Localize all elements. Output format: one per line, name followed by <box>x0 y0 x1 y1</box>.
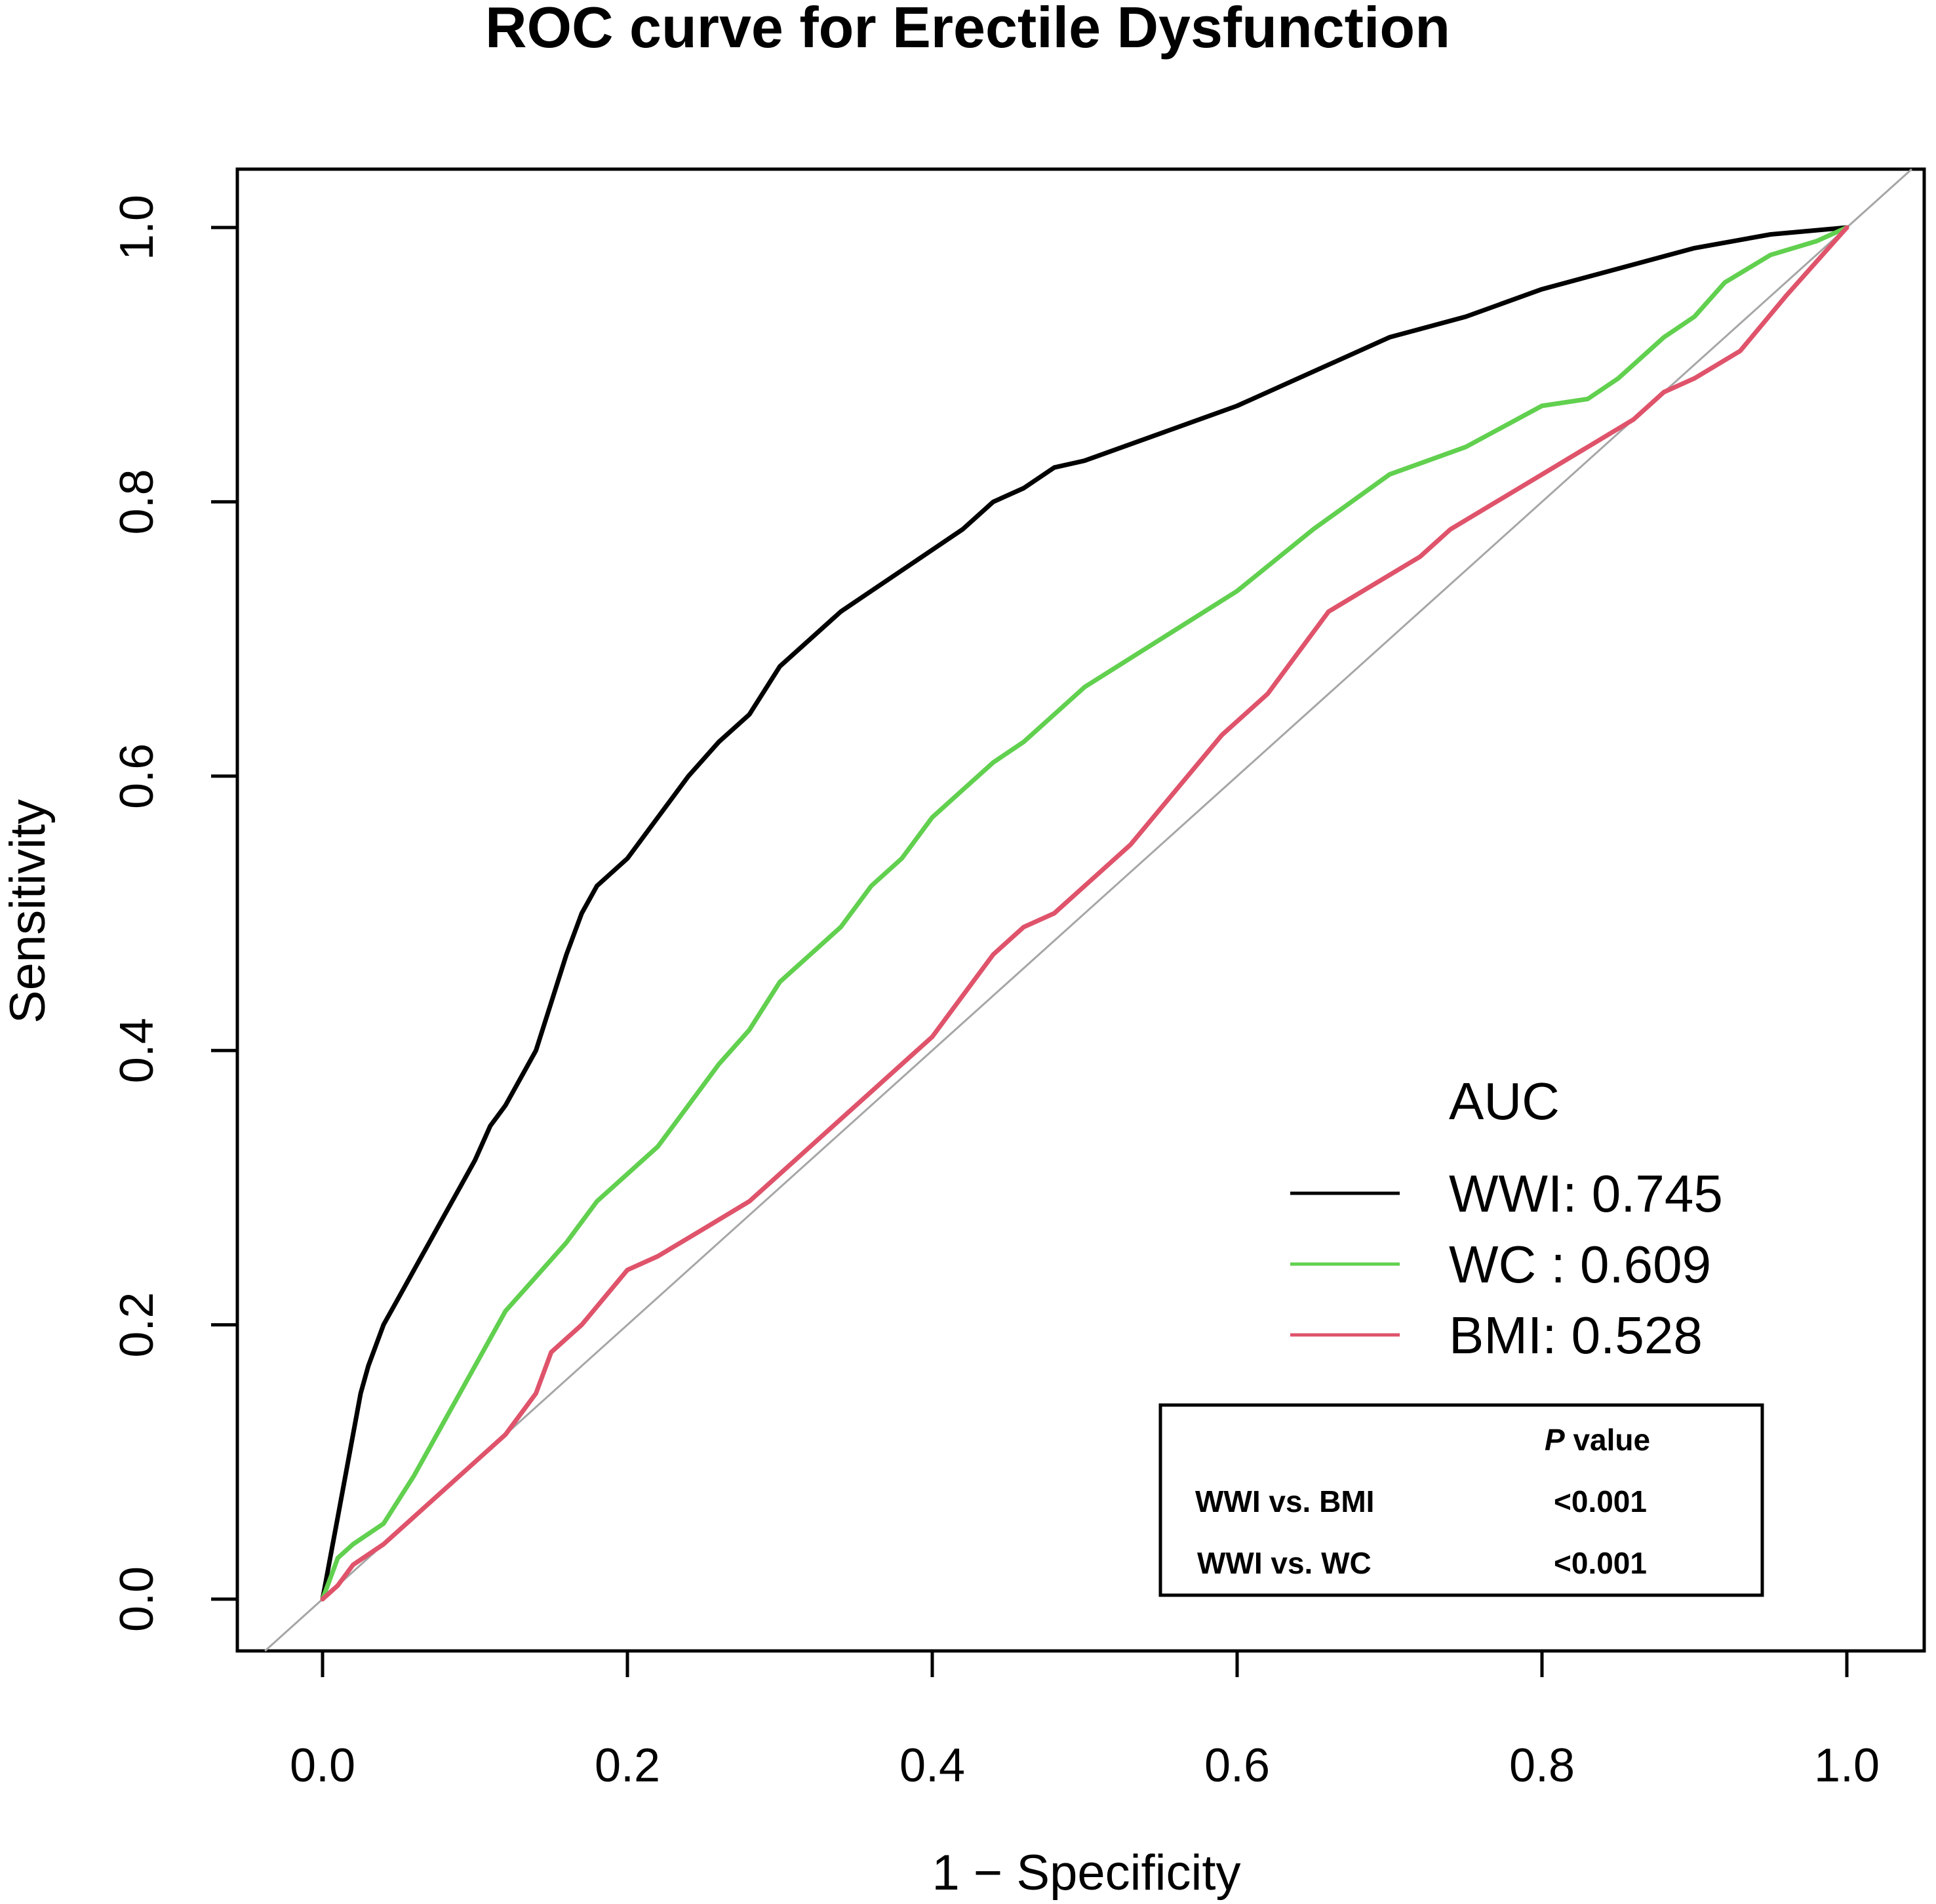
pvalue-header: P value <box>1545 1423 1650 1457</box>
y-tick-label: 0.4 <box>111 1018 163 1083</box>
legend: AUC WWI: 0.745 WC : 0.609 BMI: 0.528 <box>1290 1072 1723 1364</box>
legend-label-wc: WC : 0.609 <box>1449 1235 1711 1294</box>
pvalue-row-comparison: WWI vs. BMI <box>1195 1484 1374 1518</box>
legend-label-bmi: BMI: 0.528 <box>1449 1306 1703 1364</box>
pvalue-header-rest: value <box>1565 1423 1650 1457</box>
series-line-bmi <box>320 225 1849 1602</box>
chart-title: ROC curve for Erectile Dysfunction <box>485 0 1450 60</box>
x-tick-label: 0.6 <box>1204 1739 1270 1792</box>
y-tick-label: 0.2 <box>111 1292 163 1358</box>
y-tick-label: 1.0 <box>111 195 163 260</box>
y-tick-label: 0.6 <box>111 744 163 809</box>
x-tick-label: 0.4 <box>899 1739 965 1792</box>
x-tick-label: 0.0 <box>290 1739 355 1792</box>
y-tick-label: 0.8 <box>111 469 163 534</box>
y-tick-label: 0.0 <box>111 1566 163 1632</box>
series-line-wc <box>320 225 1849 1602</box>
x-tick-label: 0.8 <box>1509 1739 1575 1792</box>
x-axis-label: 1 − Specificity <box>932 1845 1241 1901</box>
pvalue-row-value: <0.001 <box>1554 1484 1647 1518</box>
pvalue-table: P value WWI vs. BMI <0.001 WWI vs. WC <0… <box>1158 1403 1764 1597</box>
y-axis: 0.0 0.2 0.4 0.6 0.8 1.0 <box>111 195 239 1632</box>
pvalue-table-box <box>1158 1403 1764 1597</box>
series-line-wwi <box>320 225 1849 1602</box>
pvalue-row-value: <0.001 <box>1554 1546 1647 1580</box>
pvalue-header-italic: P <box>1545 1423 1565 1457</box>
legend-title: AUC <box>1449 1072 1560 1130</box>
x-tick-label: 0.2 <box>595 1739 660 1792</box>
series-layer <box>320 225 1849 1602</box>
legend-label-wwi: WWI: 0.745 <box>1449 1164 1723 1223</box>
y-axis-label: Sensitivity <box>0 799 56 1023</box>
pvalue-row-comparison: WWI vs. WC <box>1197 1546 1372 1580</box>
x-tick-label: 1.0 <box>1814 1739 1880 1792</box>
x-axis: 0.0 0.2 0.4 0.6 0.8 1.0 <box>290 1649 1880 1792</box>
